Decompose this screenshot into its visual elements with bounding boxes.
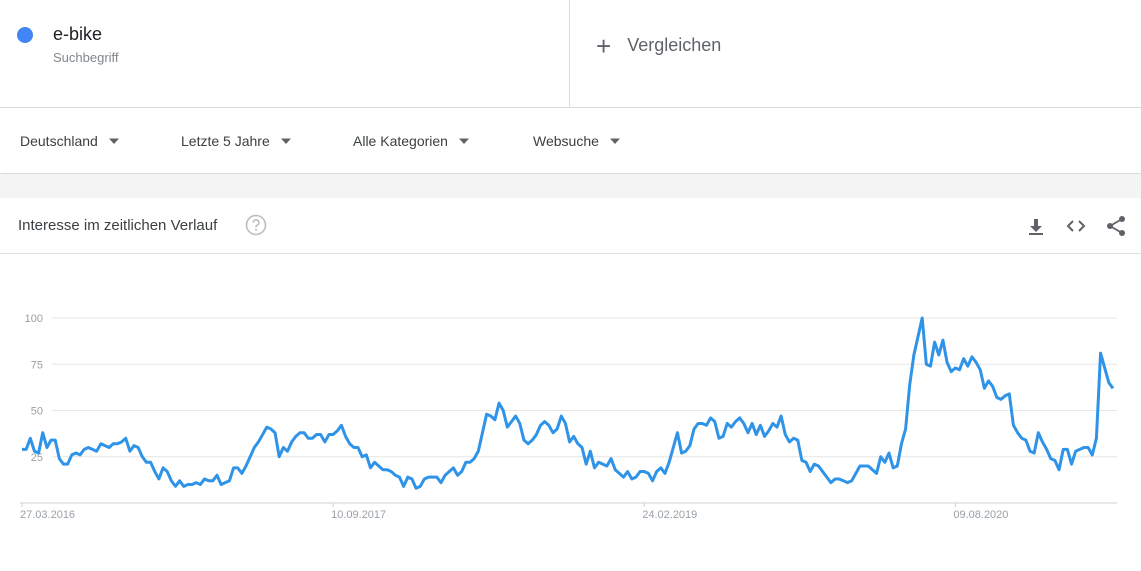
card-header — [0, 198, 1141, 254]
spacer-band — [0, 174, 1141, 198]
x-tick-label: 10.09.2017 — [331, 509, 386, 521]
compare-button[interactable]: + Vergleichen — [596, 30, 722, 61]
search-terms-bar — [0, 0, 1141, 108]
filter-bar: Deutschland Letzte 5 Jahre Alle Kategorien… — [0, 108, 1141, 173]
term-color-dot — [17, 27, 33, 43]
filter-dropdown[interactable]: Deutschland — [20, 133, 120, 149]
trend-line — [22, 316, 1115, 490]
y-tick-label: 25 — [31, 452, 43, 464]
share-icon[interactable] — [1104, 214, 1128, 238]
term-type: Suchbegriff — [53, 50, 119, 65]
filter-dropdown[interactable]: Alle Kategorien — [353, 133, 470, 149]
download-icon[interactable] — [1025, 214, 1047, 238]
filter-label: Letzte 5 Jahre — [181, 133, 270, 149]
filter-label: Deutschland — [20, 133, 98, 149]
dropdown-arrow — [280, 138, 291, 144]
filter-label: Websuche — [533, 133, 599, 149]
embed-icon[interactable] — [1064, 214, 1088, 238]
filter-dropdown[interactable]: Websuche — [533, 133, 621, 149]
divider — [569, 0, 570, 108]
y-tick-label: 75 — [31, 359, 43, 371]
help-icon[interactable] — [245, 214, 267, 236]
search-term[interactable]: e-bike — [53, 24, 103, 44]
compare-label: Vergleichen — [627, 35, 722, 55]
dropdown-arrow — [458, 138, 469, 144]
x-tick-label: 09.08.2020 — [953, 509, 1008, 521]
filter-label: Alle Kategorien — [353, 133, 448, 149]
x-tick-label: 27.03.2016 — [20, 509, 75, 521]
dropdown-arrow — [108, 138, 119, 144]
y-tick-label: 100 — [25, 313, 43, 325]
dropdown-arrow — [609, 138, 620, 144]
plus-icon: + — [596, 30, 612, 61]
y-tick-label: 50 — [31, 406, 43, 418]
section-title: Interesse im zeitlichen Verlauf — [18, 217, 218, 234]
x-tick-label: 24.02.2019 — [642, 509, 697, 521]
chart: 25 50 75 100 27.03.2016 10.09.2017 24.02.2019 0… — [20, 313, 1117, 521]
filter-dropdown[interactable]: Letzte 5 Jahre — [181, 133, 292, 149]
